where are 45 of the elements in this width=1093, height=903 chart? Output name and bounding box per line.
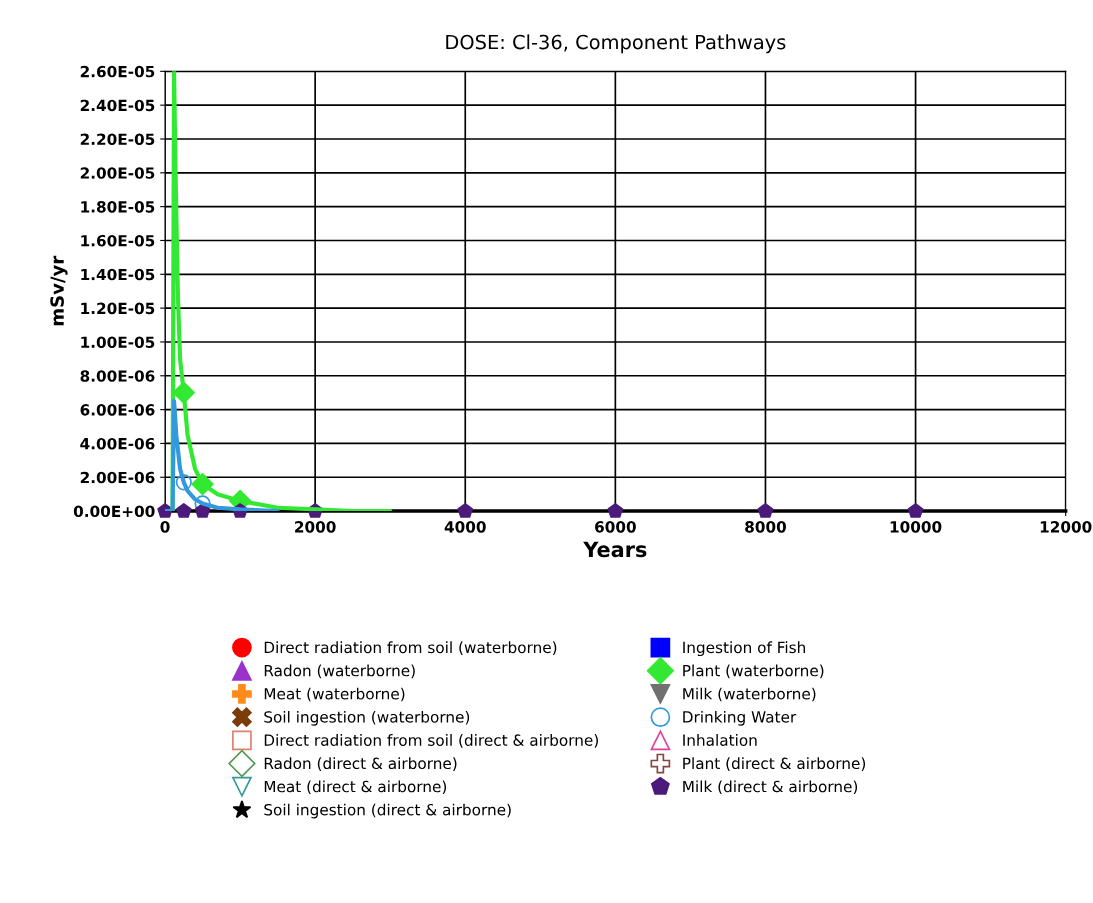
y-tick-label: 6.00E-06 xyxy=(80,404,155,416)
y-tick-label: 2.00E-05 xyxy=(80,167,155,179)
x-tick-label: 10000 xyxy=(890,521,942,533)
y-tick-label: 2.40E-05 xyxy=(80,99,155,112)
x-tick-label: 2000 xyxy=(295,521,336,533)
y-axis-title: mSv/yr xyxy=(50,255,68,326)
legend-label: Drinking Water xyxy=(683,710,797,726)
legend-label: Plant (direct & airborne) xyxy=(683,757,866,771)
y-tick-label: 1.40E-05 xyxy=(81,268,155,281)
x-tick-label: 12000 xyxy=(1040,521,1092,533)
point xyxy=(607,502,624,518)
legend-label: Inhalation xyxy=(683,734,757,746)
y-tick-label: 1.20E-05 xyxy=(81,302,155,315)
point xyxy=(757,502,774,518)
legend-label: Soil ingestion (direct & airborne) xyxy=(264,803,511,819)
y-tick-label: 4.00E-06 xyxy=(80,437,155,450)
legend-label: Soil ingestion (waterborne) xyxy=(264,710,470,726)
y-tick-label: 1.80E-05 xyxy=(81,201,155,213)
point xyxy=(176,502,192,518)
legend-label: Meat (direct & airborne) xyxy=(264,780,447,795)
legend-label: Plant (waterborne) xyxy=(683,664,824,679)
chart-title: DOSE: Cl-36, Component Pathways xyxy=(446,34,786,54)
y-tick-label: 8.00E-06 xyxy=(80,370,155,382)
x-tick-label: 8000 xyxy=(745,521,786,533)
legend-label: Ingestion of Fish xyxy=(683,641,805,657)
legend-label: Radon (direct & airborne) xyxy=(264,757,457,771)
legend-label: Meat (waterborne) xyxy=(264,687,405,702)
legend-label: Direct radiation from soil (waterborne) xyxy=(264,641,557,655)
y-tick-label: 1.60E-05 xyxy=(81,234,155,247)
x-tick-label: 4000 xyxy=(444,521,486,533)
legend-label: Direct radiation from soil (direct & airborne) xyxy=(264,734,598,748)
point xyxy=(194,502,211,518)
legend-label: Milk (direct & airborne) xyxy=(683,780,858,795)
y-tick-label: 2.00E-06 xyxy=(80,471,155,484)
x-tick-label: 0 xyxy=(160,521,170,533)
legend-label: Milk (waterborne) xyxy=(683,687,816,702)
y-tick-label: 2.20E-05 xyxy=(80,133,155,146)
legend-label: Radon (waterborne) xyxy=(264,664,415,679)
point xyxy=(907,502,924,518)
y-tick-label: 1.00E-05 xyxy=(81,336,155,348)
point xyxy=(457,502,474,518)
x-tick-label: 6000 xyxy=(595,521,636,533)
y-tick-label: 0.00E+00 xyxy=(73,505,155,518)
x-axis-title: Years xyxy=(583,541,647,558)
y-tick-label: 2.60E-05 xyxy=(80,65,155,78)
